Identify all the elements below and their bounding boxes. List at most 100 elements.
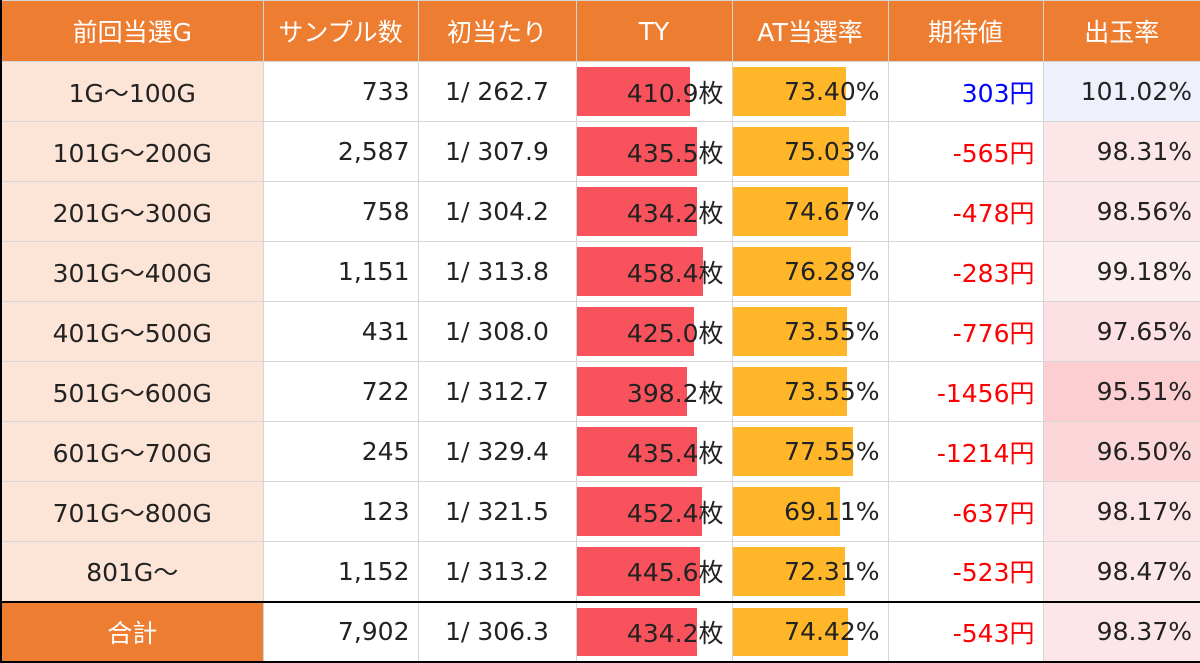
range-cell: 301G～400G <box>0 241 264 302</box>
ty-cell: 434.2枚 <box>575 181 733 242</box>
expected-value-cell: -565円 <box>887 121 1044 182</box>
payout-rate-cell: 98.37% <box>1042 600 1200 662</box>
at-rate-bar <box>733 67 847 116</box>
at-rate-bar <box>733 367 847 416</box>
ty-cell: 435.5枚 <box>575 121 733 182</box>
header-payout-rate: 出玉率 <box>1042 0 1200 62</box>
range-cell: 合計 <box>0 600 264 662</box>
first-hit-cell: 1/ 329.4 <box>417 421 577 482</box>
ty-cell: 452.4枚 <box>575 481 733 542</box>
sample-count-cell: 431 <box>262 301 419 362</box>
table-row: 101G～200G 2,587 1/ 307.9 435.5枚 75.03% -… <box>0 121 1200 182</box>
expected-value-cell: -523円 <box>887 541 1044 602</box>
at-rate-bar <box>733 307 847 356</box>
at-rate-cell: 73.40% <box>731 61 889 122</box>
at-rate-bar <box>733 127 849 176</box>
first-hit-cell: 1/ 304.2 <box>417 181 577 242</box>
payout-rate-cell: 98.56% <box>1042 181 1200 242</box>
payout-rate-cell: 96.50% <box>1042 421 1200 482</box>
range-cell: 701G～800G <box>0 481 264 542</box>
table-row: 501G～600G 722 1/ 312.7 398.2枚 73.55% -14… <box>0 361 1200 422</box>
range-cell: 1G～100G <box>0 61 264 122</box>
table-row: 1G～100G 733 1/ 262.7 410.9枚 73.40% 303円 … <box>0 61 1200 122</box>
at-rate-cell: 77.55% <box>731 421 889 482</box>
ty-value: 435.4枚 <box>626 438 724 468</box>
header-first-hit: 初当たり <box>417 0 577 62</box>
sample-count-cell: 123 <box>262 481 419 542</box>
range-cell: 801G～ <box>0 541 264 602</box>
at-rate-cell: 74.67% <box>731 181 889 242</box>
ty-cell: 398.2枚 <box>575 361 733 422</box>
range-cell: 201G～300G <box>0 181 264 242</box>
sample-count-cell: 245 <box>262 421 419 482</box>
expected-value-cell: -478円 <box>887 181 1044 242</box>
at-rate-bar <box>733 487 840 536</box>
at-rate-bar <box>733 247 851 296</box>
payout-rate-cell: 98.17% <box>1042 481 1200 542</box>
payout-rate-cell: 95.51% <box>1042 361 1200 422</box>
ty-value: 435.5枚 <box>626 138 724 168</box>
table-row: 301G～400G 1,151 1/ 313.8 458.4枚 76.28% -… <box>0 241 1200 302</box>
at-rate-value: 72.31% <box>784 556 880 586</box>
payout-rate-cell: 98.47% <box>1042 541 1200 602</box>
payout-rate-cell: 98.31% <box>1042 121 1200 182</box>
first-hit-cell: 1/ 312.7 <box>417 361 577 422</box>
at-rate-value: 74.42% <box>784 617 880 646</box>
header-expected-value: 期待値 <box>887 0 1044 62</box>
expected-value-cell: 303円 <box>887 61 1044 122</box>
at-rate-bar <box>733 427 853 476</box>
ty-cell: 445.6枚 <box>575 541 733 602</box>
at-rate-value: 69.11% <box>784 497 880 526</box>
at-rate-cell: 73.55% <box>731 361 889 422</box>
ty-cell: 425.0枚 <box>575 301 733 362</box>
header-at-rate: AT当選率 <box>731 0 889 62</box>
first-hit-cell: 1/ 313.8 <box>417 241 577 302</box>
range-cell: 601G～700G <box>0 421 264 482</box>
ty-bar <box>577 367 687 416</box>
at-rate-cell: 73.55% <box>731 301 889 362</box>
ty-bar <box>577 127 698 176</box>
payout-rate-cell: 101.02% <box>1042 61 1200 122</box>
header-prev-hit-games: 前回当選G <box>0 0 264 62</box>
at-rate-cell: 74.42% <box>731 600 889 662</box>
range-cell: 401G～500G <box>0 301 264 362</box>
ty-cell: 410.9枚 <box>575 61 733 122</box>
expected-value-cell: -776円 <box>887 301 1044 362</box>
expected-value-cell: -1456円 <box>887 361 1044 422</box>
sample-count-cell: 1,151 <box>262 241 419 302</box>
at-rate-bar <box>733 607 848 656</box>
ty-value: 452.4枚 <box>626 498 724 528</box>
at-rate-value: 74.67% <box>784 197 880 226</box>
sample-count-cell: 1,152 <box>262 541 419 602</box>
at-rate-cell: 72.31% <box>731 541 889 602</box>
expected-value-cell: -283円 <box>887 241 1044 302</box>
at-rate-bar <box>733 187 849 236</box>
first-hit-cell: 1/ 307.9 <box>417 121 577 182</box>
first-hit-cell: 1/ 308.0 <box>417 301 577 362</box>
first-hit-cell: 1/ 313.2 <box>417 541 577 602</box>
ty-bar <box>577 187 697 236</box>
at-rate-cell: 76.28% <box>731 241 889 302</box>
first-hit-cell: 1/ 262.7 <box>417 61 577 122</box>
at-rate-value: 73.55% <box>784 377 880 406</box>
ty-cell: 434.2枚 <box>575 600 733 662</box>
expected-value-cell: -1214円 <box>887 421 1044 482</box>
at-rate-cell: 69.11% <box>731 481 889 542</box>
total-row: 合計 7,902 1/ 306.3 434.2枚 74.42% -543円 98… <box>0 600 1200 662</box>
ty-bar <box>577 547 700 596</box>
ty-cell: 435.4枚 <box>575 421 733 482</box>
first-hit-cell: 1/ 321.5 <box>417 481 577 542</box>
ty-cell: 458.4枚 <box>575 241 733 302</box>
at-rate-bar <box>733 547 845 596</box>
header-sample-count: サンプル数 <box>262 0 419 62</box>
sample-count-cell: 733 <box>262 61 419 122</box>
sample-count-cell: 758 <box>262 181 419 242</box>
at-rate-value: 73.40% <box>784 77 880 106</box>
at-rate-value: 75.03% <box>784 137 880 166</box>
table-row: 401G～500G 431 1/ 308.0 425.0枚 73.55% -77… <box>0 301 1200 362</box>
sample-count-cell: 2,587 <box>262 121 419 182</box>
ty-bar <box>577 247 704 296</box>
expected-value-cell: -543円 <box>887 600 1044 662</box>
ty-bar <box>577 487 702 536</box>
